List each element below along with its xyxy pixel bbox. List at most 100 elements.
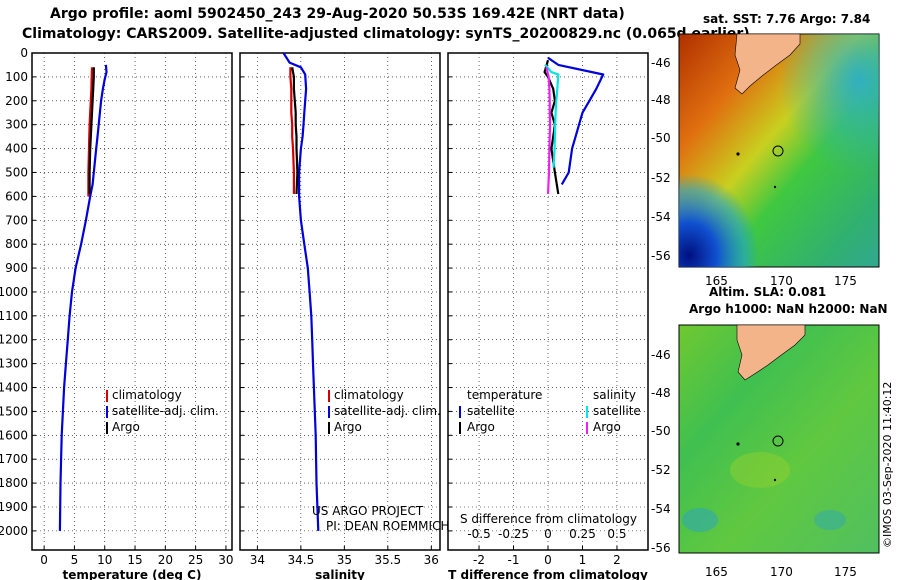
- depth-tick-label: 800: [5, 237, 28, 251]
- temperature-xtick-label: 30: [218, 553, 233, 567]
- diff-legend-s-argo: Argo: [593, 420, 621, 434]
- sla-map-axes: -46 -48 -50 -52 -54 -56 165 170 175: [651, 348, 857, 579]
- depth-tick-label: 1000: [0, 285, 28, 299]
- difference-series-satellite_s: [544, 64, 560, 168]
- salinity-xtick-label: 35.5: [374, 553, 401, 567]
- sst-lon-170: 170: [770, 274, 793, 288]
- depth-tick-label: 1100: [0, 309, 28, 323]
- map-top-title: sat. SST: 7.76 Argo: 7.84: [703, 12, 871, 26]
- title-line-2: Climatology: CARS2009. Satellite-adjuste…: [22, 26, 750, 42]
- sst-lon-175: 175: [834, 274, 857, 288]
- temperature-series-satellite: [58, 64, 108, 531]
- depth-tick-label: 700: [5, 213, 28, 227]
- sla-map: [678, 324, 880, 554]
- sst-map-float-marker: [772, 145, 784, 157]
- difference-legend: temperature salinity satellite Argo sate…: [459, 388, 641, 526]
- difference-xtick-label: -1: [508, 553, 520, 567]
- salinity-xtick-label: 34.5: [288, 553, 315, 567]
- difference-xtick-label: 0: [544, 553, 552, 567]
- diff-s-axis-label: S difference from climatology: [460, 512, 637, 526]
- depth-tick-label: 1200: [0, 333, 28, 347]
- salinity-xtick-label: 35: [337, 553, 352, 567]
- depth-tick-label: 1500: [0, 404, 28, 418]
- sla-lat-48: -48: [651, 386, 671, 400]
- salinity-series-argo: [291, 67, 299, 195]
- credit-us-argo: US ARGO PROJECT: [312, 504, 424, 518]
- map-bottom-title-2: Argo h1000: NaN h2000: NaN: [689, 302, 888, 316]
- salinity-series-satellite: [282, 52, 320, 531]
- difference-series-argo: [543, 59, 560, 195]
- temperature-axis-label: temperature (deg C): [63, 568, 202, 580]
- difference-axis-label: T difference from climatology: [448, 568, 648, 580]
- sla-lon-170: 170: [770, 565, 793, 579]
- difference-s-tick-label: -0.25: [498, 527, 529, 541]
- map-bottom-title-1: Altim. SLA: 0.081: [709, 285, 827, 299]
- diff-legend-s-satellite: satellite: [593, 404, 641, 418]
- depth-tick-label: 500: [5, 165, 28, 179]
- difference-s-tick-label: 0: [544, 527, 552, 541]
- sst-lat-46: -46: [651, 56, 671, 70]
- sla-lat-52: -52: [651, 463, 671, 477]
- temperature-xtick-label: 0: [40, 553, 48, 567]
- imos-credit: ©IMOS 03-Sep-2020 11:40:12: [881, 382, 894, 548]
- sal-legend-climatology: climatology: [334, 388, 404, 402]
- temperature-legend: climatology satellite-adj. clim. Argo: [106, 388, 219, 434]
- sla-lat-54: -54: [651, 502, 671, 516]
- sst-lat-56: -56: [651, 249, 671, 263]
- temp-legend-satellite: satellite-adj. clim.: [112, 404, 219, 418]
- depth-tick-label: 400: [5, 142, 28, 156]
- temperature-xtick-label: 5: [71, 553, 79, 567]
- sal-legend-satellite: satellite-adj. clim.: [334, 404, 441, 418]
- salinity-xtick-label: 36: [424, 553, 439, 567]
- difference-series-argo_s: [545, 67, 552, 195]
- depth-tick-label: 1400: [0, 381, 28, 395]
- sst-map-landmass: [734, 33, 801, 95]
- difference-series-satellite: [547, 56, 605, 185]
- temperature-xtick-label: 10: [97, 553, 112, 567]
- temperature-xtick-label: 15: [127, 553, 142, 567]
- depth-tick-label: 2000: [0, 524, 28, 538]
- depth-tick-label: 1900: [0, 500, 28, 514]
- sla-map-float-marker: [772, 435, 784, 447]
- difference-xtick-label: 1: [579, 553, 587, 567]
- temp-legend-climatology: climatology: [112, 388, 182, 402]
- difference-xtick-label: -2: [473, 553, 485, 567]
- difference-xtick-label: 2: [613, 553, 621, 567]
- depth-tick-label: 100: [5, 70, 28, 84]
- diff-legend-t-argo: Argo: [467, 420, 495, 434]
- depth-tick-label: 1800: [0, 476, 28, 490]
- sal-legend-argo: Argo: [334, 420, 362, 434]
- title-line-1: Argo profile: aoml 5902450_243 29-Aug-20…: [50, 6, 625, 22]
- temperature-series-argo: [88, 67, 95, 194]
- temperature-xtick-label: 25: [188, 553, 203, 567]
- sla-lon-175: 175: [834, 565, 857, 579]
- difference-s-tick-label: -0.5: [467, 527, 490, 541]
- salinity-xtick-label: 34: [250, 553, 265, 567]
- sst-lat-50: -50: [651, 131, 671, 145]
- diff-legend-title-t: temperature: [467, 388, 542, 402]
- credit-pi: PI: DEAN ROEMMICH: [326, 519, 449, 533]
- salinity-series-climatology: [289, 67, 295, 194]
- sst-map-axes: -46 -48 -50 -52 -54 -56 165 170 175: [651, 56, 857, 288]
- sla-lon-165: 165: [705, 565, 728, 579]
- temperature-xtick-label: 20: [158, 553, 173, 567]
- depth-tick-label: 1300: [0, 357, 28, 371]
- sla-map-landmass: [736, 324, 806, 381]
- temp-legend-argo: Argo: [112, 420, 140, 434]
- salinity-plot-frame: [239, 52, 441, 551]
- sla-lat-50: -50: [651, 424, 671, 438]
- salinity-axis-label: salinity: [315, 568, 365, 580]
- sst-map: [678, 33, 880, 268]
- depth-tick-label: 0: [20, 46, 28, 60]
- depth-tick-label: 300: [5, 118, 28, 132]
- depth-tick-label: 600: [5, 189, 28, 203]
- sst-lat-52: -52: [651, 171, 671, 185]
- difference-s-tick-label: 0.5: [607, 527, 626, 541]
- depth-tick-label: 1700: [0, 452, 28, 466]
- temperature-series-climatology: [87, 67, 94, 197]
- sst-lat-48: -48: [651, 93, 671, 107]
- depth-tick-label: 200: [5, 94, 28, 108]
- diff-legend-title-s: salinity: [593, 388, 636, 402]
- depth-tick-label: 1600: [0, 428, 28, 442]
